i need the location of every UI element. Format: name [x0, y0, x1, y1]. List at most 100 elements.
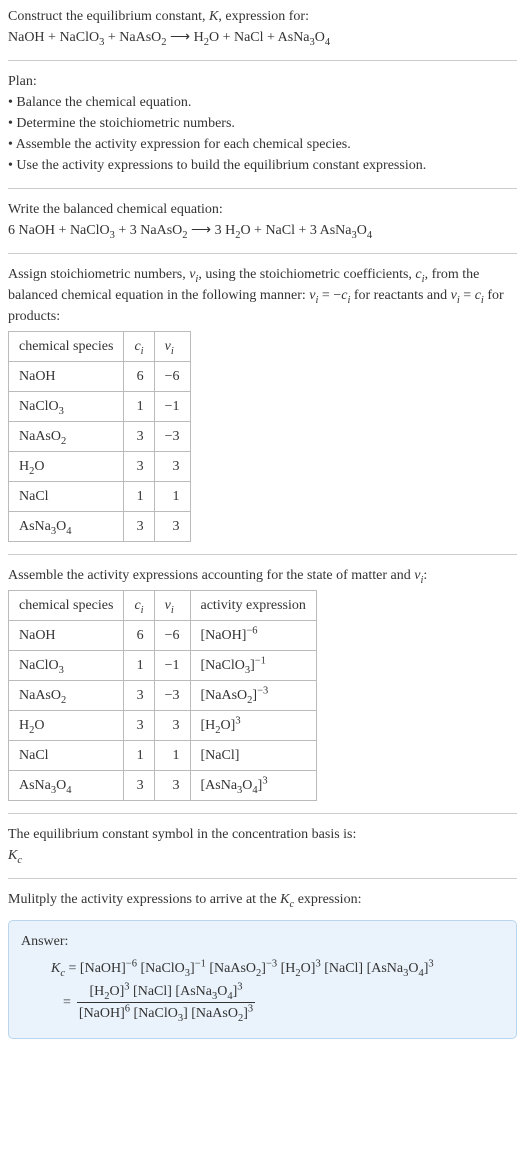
- table-row: NaOH 6 −6: [9, 362, 191, 392]
- intro-equation: NaOH + NaClO3 + NaAsO2 ⟶ H2O + NaCl + As…: [8, 27, 517, 48]
- symbol-section: The equilibrium constant symbol in the c…: [8, 824, 517, 866]
- table-cell: 3: [154, 512, 190, 542]
- table-cell: AsNa3O4: [9, 512, 124, 542]
- table-cell: [H2O]3: [190, 711, 316, 741]
- table-header: activity expression: [190, 591, 316, 621]
- Kc-sub: c: [17, 855, 22, 866]
- table-cell: 3: [154, 452, 190, 482]
- assign-text-2: , using the stoichiometric coefficients,: [198, 267, 415, 282]
- multiply-text-2: expression:: [294, 892, 361, 907]
- table-header: chemical species: [9, 591, 124, 621]
- table-cell: NaAsO2: [9, 422, 124, 452]
- plan-item: • Determine the stoichiometric numbers.: [8, 113, 517, 134]
- table-cell: NaClO3: [9, 651, 124, 681]
- table-cell: H2O: [9, 452, 124, 482]
- separator: [8, 60, 517, 61]
- assign-section: Assign stoichiometric numbers, νi , using…: [8, 264, 517, 542]
- multiply-text-1: Mulitply the activity expressions to arr…: [8, 892, 280, 907]
- table-header: chemical species: [9, 332, 124, 362]
- table-header: νi: [154, 332, 190, 362]
- table-cell: NaAsO2: [9, 681, 124, 711]
- intro-title-prefix: Construct the equilibrium constant,: [8, 9, 209, 24]
- fraction-numerator: [H2O]3 [NaCl] [AsNa3O4]3: [77, 981, 255, 1003]
- table-cell: 1: [154, 482, 190, 512]
- table-cell: NaClO3: [9, 392, 124, 422]
- table-cell: −1: [154, 651, 190, 681]
- table-cell: 3: [124, 452, 154, 482]
- answer-Kc: K: [51, 961, 60, 976]
- table-cell: 1: [154, 741, 190, 771]
- table-row: NaAsO2 3 −3: [9, 422, 191, 452]
- plan-section: Plan: • Balance the chemical equation. •…: [8, 71, 517, 176]
- table-cell: NaCl: [9, 741, 124, 771]
- answer-label: Answer:: [21, 931, 504, 952]
- table-cell: 3: [124, 422, 154, 452]
- table-cell: −3: [154, 681, 190, 711]
- table-row: chemical species ci νi activity expressi…: [9, 591, 317, 621]
- table-cell: 3: [124, 512, 154, 542]
- answer-eq2-prefix: =: [63, 992, 71, 1013]
- answer-equation-line2: = [H2O]3 [NaCl] [AsNa3O4]3 [NaOH]6 [NaCl…: [63, 981, 504, 1024]
- table-cell: −6: [154, 621, 190, 651]
- document-root: Construct the equilibrium constant, K , e…: [0, 0, 525, 1059]
- table-cell: 3: [124, 771, 154, 801]
- plan-heading: Plan:: [8, 71, 517, 92]
- intro-title: Construct the equilibrium constant, K, e…: [8, 6, 517, 27]
- table-cell: 6: [124, 621, 154, 651]
- table-cell: 3: [154, 771, 190, 801]
- table-cell: NaCl: [9, 482, 124, 512]
- table-cell: 1: [124, 741, 154, 771]
- assemble-heading: Assemble the activity expressions accoun…: [8, 565, 517, 586]
- table-cell: 1: [124, 651, 154, 681]
- multiply-Kc: K: [280, 892, 289, 907]
- table-row: NaAsO2 3 −3 [NaAsO2]−3: [9, 681, 317, 711]
- Kc-K: K: [8, 848, 17, 863]
- table-row: NaClO3 1 −1 [NaClO3]−1: [9, 651, 317, 681]
- reaction-arrow: ⟶: [167, 30, 194, 45]
- table-header: ci: [124, 591, 154, 621]
- table-cell: 1: [124, 482, 154, 512]
- assign-text-4: for reactants and: [350, 288, 450, 303]
- multiply-section: Mulitply the activity expressions to arr…: [8, 889, 517, 910]
- table-cell: [NaOH]−6: [190, 621, 316, 651]
- table-row: NaCl 1 1: [9, 482, 191, 512]
- separator: [8, 813, 517, 814]
- table-cell: NaOH: [9, 621, 124, 651]
- separator: [8, 253, 517, 254]
- table-cell: −3: [154, 422, 190, 452]
- balanced-section: Write the balanced chemical equation: 6 …: [8, 199, 517, 241]
- table-row: AsNa3O4 3 3: [9, 512, 191, 542]
- assign-text: Assign stoichiometric numbers, νi, using…: [8, 264, 517, 327]
- table-row: NaOH 6 −6 [NaOH]−6: [9, 621, 317, 651]
- table-cell: 6: [124, 362, 154, 392]
- table-cell: NaOH: [9, 362, 124, 392]
- separator: [8, 554, 517, 555]
- separator: [8, 878, 517, 879]
- symbol-Kc: Kc: [8, 845, 517, 866]
- table-cell: H2O: [9, 711, 124, 741]
- activity-table: chemical species ci νi activity expressi…: [8, 590, 317, 801]
- table-row: H2O 3 3 [H2O]3: [9, 711, 317, 741]
- answer-equation-line1: Kc = [NaOH]−6 [NaClO3]−1 [NaAsO2]−3 [H2O…: [51, 958, 504, 979]
- table-cell: [NaClO3]−1: [190, 651, 316, 681]
- separator: [8, 188, 517, 189]
- balanced-heading: Write the balanced chemical equation:: [8, 199, 517, 220]
- plan-item: • Assemble the activity expression for e…: [8, 134, 517, 155]
- symbol-line1: The equilibrium constant symbol in the c…: [8, 824, 517, 845]
- answer-fraction: [H2O]3 [NaCl] [AsNa3O4]3 [NaOH]6 [NaClO3…: [77, 981, 255, 1024]
- answer-eq-sign: =: [65, 961, 80, 976]
- table-row: AsNa3O4 3 3 [AsNa3O4]3: [9, 771, 317, 801]
- assign-text-1: Assign stoichiometric numbers,: [8, 267, 189, 282]
- table-header: ci: [124, 332, 154, 362]
- multiply-text: Mulitply the activity expressions to arr…: [8, 889, 517, 910]
- intro-title-suffix: , expression for:: [218, 9, 309, 24]
- table-header: νi: [154, 591, 190, 621]
- balanced-equation: 6 NaOH + NaClO3 + 3 NaAsO2 ⟶ 3 H2O + NaC…: [8, 220, 517, 241]
- answer-box: Answer: Kc = [NaOH]−6 [NaClO3]−1 [NaAsO2…: [8, 920, 517, 1039]
- assemble-section: Assemble the activity expressions accoun…: [8, 565, 517, 801]
- table-cell: 3: [124, 681, 154, 711]
- table-cell: 3: [124, 711, 154, 741]
- intro-section: Construct the equilibrium constant, K, e…: [8, 6, 517, 48]
- table-cell: AsNa3O4: [9, 771, 124, 801]
- stoich-table: chemical species ci νi NaOH 6 −6 NaClO3 …: [8, 331, 191, 542]
